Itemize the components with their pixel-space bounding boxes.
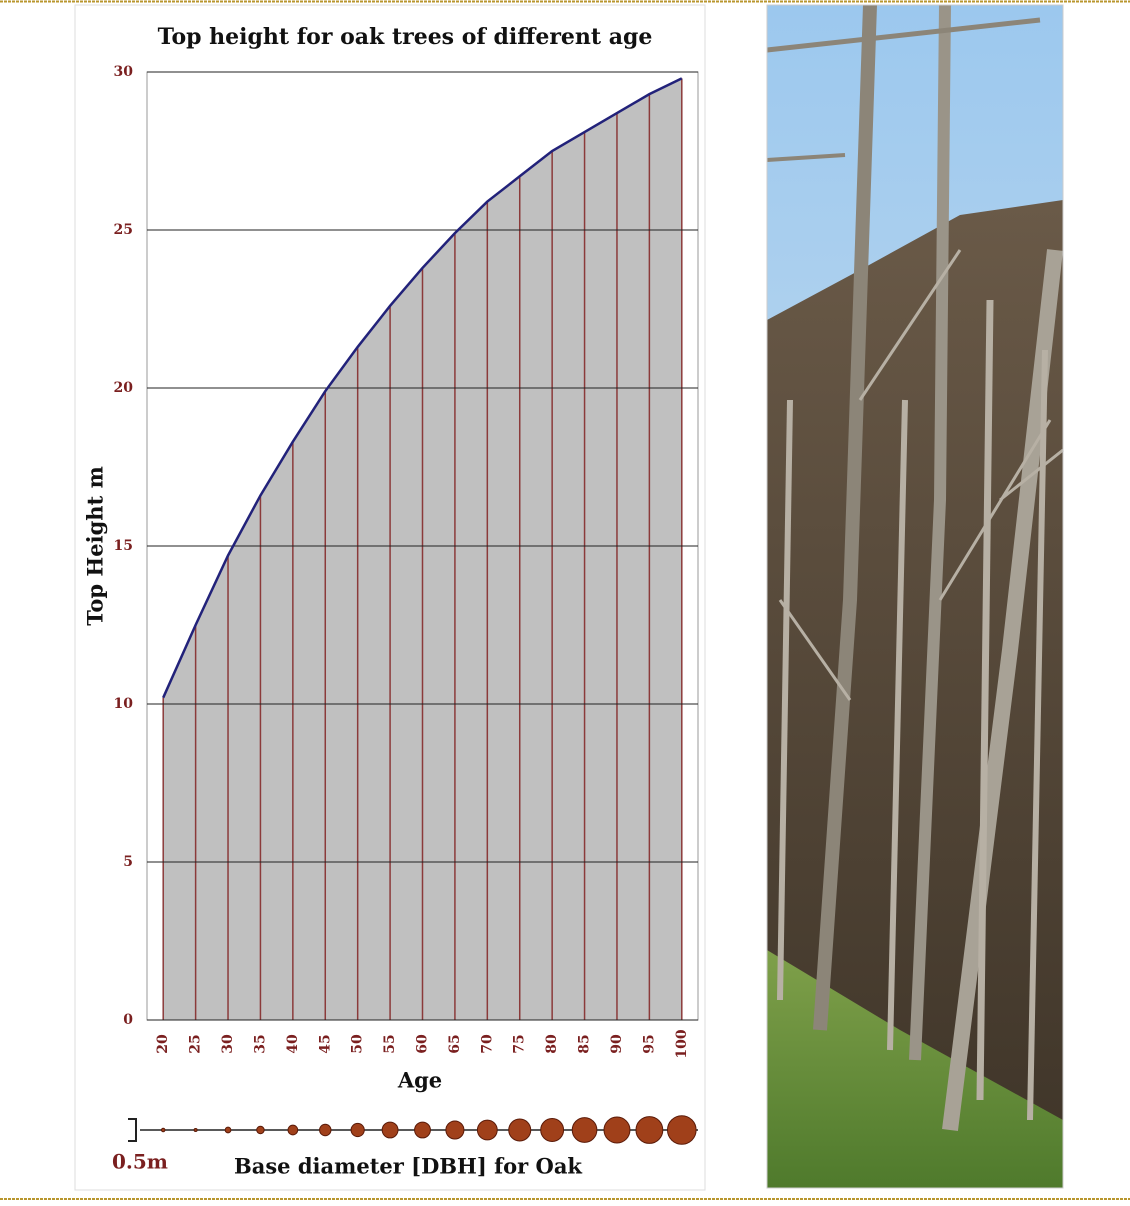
x-tick-label: 90: [609, 1034, 625, 1054]
x-tick-label: 35: [252, 1034, 268, 1053]
x-tick-label: 25: [188, 1034, 204, 1053]
scale-bracket: [128, 1118, 137, 1142]
x-axis-title: Age: [397, 1068, 442, 1093]
x-tick-label: 75: [512, 1034, 528, 1053]
dbh-circle: [445, 1120, 465, 1140]
dbh-circle: [571, 1117, 598, 1143]
y-tick-label: 0: [123, 1012, 133, 1028]
y-tick-label: 30: [114, 64, 134, 80]
photo-grass: [767, 950, 1063, 1188]
scale-label: 0.5m: [112, 1150, 168, 1174]
x-tick-label: 70: [479, 1034, 495, 1054]
y-tick-label: 10: [114, 696, 134, 712]
y-axis-title: Top Height m: [83, 466, 108, 626]
dbh-circle: [414, 1121, 431, 1139]
x-tick-label: 60: [415, 1034, 431, 1054]
photo-trees: [766, 4, 1064, 1131]
dbh-circle: [540, 1118, 565, 1142]
x-tick-label: 95: [641, 1034, 657, 1053]
dbh-circle: [287, 1124, 299, 1136]
dbh-circle: [381, 1121, 399, 1139]
dbh-circle: [666, 1115, 697, 1145]
y-tick-label: 5: [123, 854, 133, 870]
dbh-circle: [350, 1122, 365, 1138]
x-tick-label: 40: [285, 1034, 301, 1054]
dbh-circle: [476, 1119, 498, 1141]
y-tick-label: 20: [114, 380, 134, 396]
line: [162, 77, 683, 699]
x-tick-label: 45: [317, 1034, 333, 1053]
x-tick-label: 30: [220, 1034, 236, 1054]
dbh-circle: [603, 1116, 631, 1144]
photo-frame: [766, 4, 1064, 1189]
dbh-circle: [160, 1127, 166, 1133]
dbh-title: Base diameter [DBH] for Oak: [234, 1154, 582, 1179]
x-tick-label: 50: [350, 1034, 366, 1054]
x-tick-label: 100: [674, 1029, 690, 1058]
dbh-circle: [508, 1118, 532, 1142]
y-tick-label: 15: [114, 538, 133, 554]
x-tick-label: 20: [155, 1034, 171, 1054]
dbh-circle: [256, 1125, 265, 1135]
x-tick-label: 80: [544, 1034, 560, 1054]
y-tick-label: 25: [114, 222, 133, 238]
x-tick-label: 85: [577, 1034, 593, 1053]
dbh-circle: [193, 1127, 198, 1133]
dbh-circle: [635, 1116, 664, 1144]
x-tick-label: 55: [382, 1034, 398, 1053]
chart-title: Top height for oak trees of different ag…: [158, 24, 653, 50]
dbh-circle: [224, 1126, 232, 1134]
dbh-circle: [319, 1123, 332, 1137]
x-tick-label: 65: [447, 1034, 463, 1053]
photo: [766, 4, 1064, 1189]
